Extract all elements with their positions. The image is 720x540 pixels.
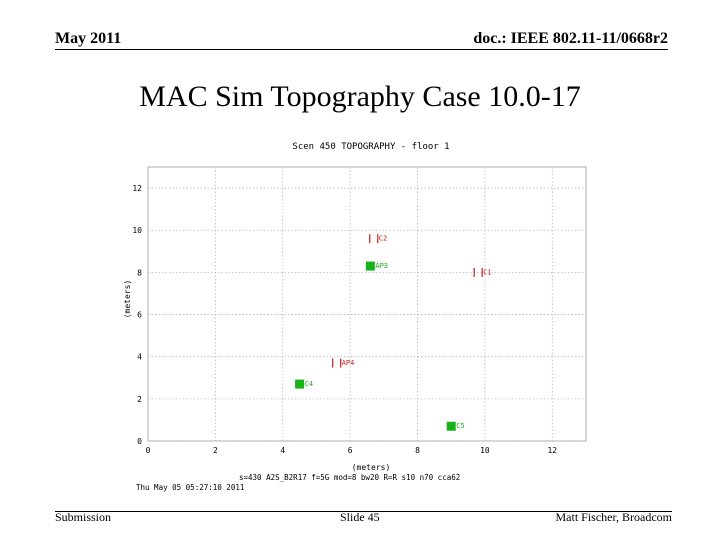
y-tick-label: 2 [137,395,142,404]
footer-slide-number: Slide 45 [340,510,380,524]
x-tick-label: 10 [480,446,490,455]
topography-chart: Scen 450 TOPOGRAPHY - floor 1 024681012 … [123,142,587,492]
x-tick-label: 4 [280,446,285,455]
plot-area [147,166,587,442]
footer-author: Matt Fischer, Broadcom [555,510,673,524]
node-label-c1: C1 [483,268,491,276]
y-tick-label: 0 [137,437,142,446]
caption-line-1: s=430 A2S_B2R17 f=5G mod=8 bw20 R=R s10 … [239,473,460,482]
node-marker-ap3 [365,261,375,271]
y-tick-label: 6 [137,311,142,320]
footer-rule [55,511,672,512]
node-marker-c1 [473,267,483,277]
header-rule [55,49,668,50]
node-label-c2: C2 [379,235,387,243]
grid [147,167,586,442]
y-tick-label: 10 [132,226,142,235]
node-marker-c2 [369,234,379,244]
data-points: AP3 C4 C5 C2 C1 AP4 [295,234,492,431]
footer-submission: Submission [55,510,112,524]
node-label-c4: C4 [305,380,313,388]
y-tick-label: 8 [137,268,142,277]
chart-title: Scen 450 TOPOGRAPHY - floor 1 [292,142,449,152]
caption-line-2: Thu May 05 05:27:10 2011 [136,483,244,492]
x-axis-label: (meters) [352,463,391,472]
node-label-c5: C5 [456,422,464,430]
node-marker-c5 [446,421,456,431]
node-label-ap3: AP3 [375,262,388,270]
y-tick-labels: 0 2 4 6 8 10 12 [132,184,142,446]
x-tick-label: 2 [213,446,218,455]
x-tick-label: 0 [146,446,151,455]
x-tick-labels: 0 2 4 6 8 10 12 [146,446,558,455]
y-axis-label: (meters) [123,280,132,319]
slide-title: MAC Sim Topography Case 10.0-17 [139,80,581,113]
node-marker-ap4 [332,358,342,368]
node-label-ap4: AP4 [342,359,355,367]
x-tick-label: 6 [348,446,353,455]
header-date: May 2011 [55,30,122,47]
header-doc-id: doc.: IEEE 802.11-11/0668r2 [473,30,668,47]
node-marker-c4 [295,379,305,389]
y-tick-label: 12 [132,184,142,193]
x-tick-label: 8 [415,446,420,455]
y-tick-label: 4 [137,353,142,362]
x-tick-label: 12 [547,446,557,455]
